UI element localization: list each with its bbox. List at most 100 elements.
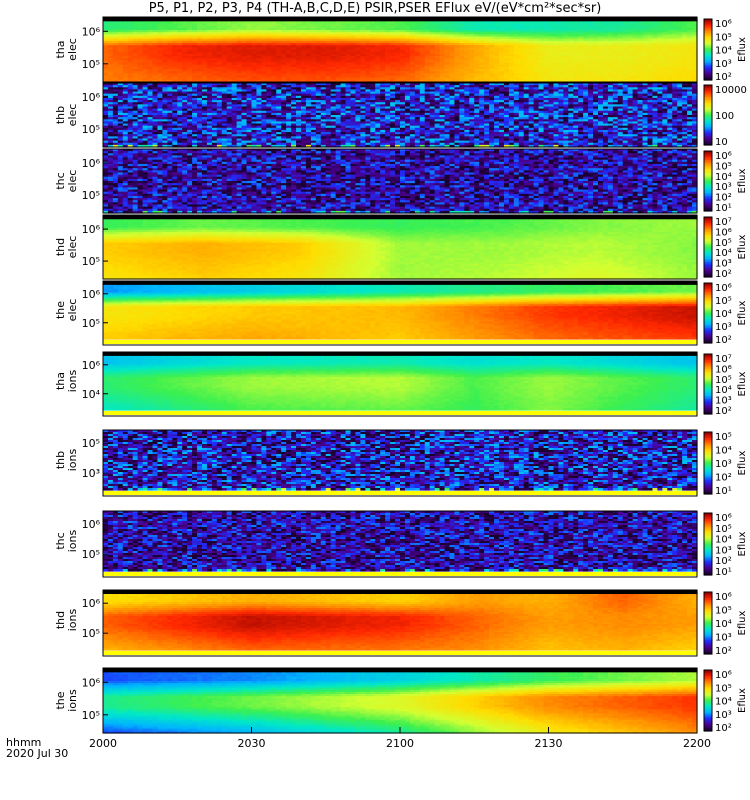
colorbar-segment [704,181,712,184]
colorbar-segment [704,199,712,202]
colorbar-tick-label: 10² [715,193,732,204]
colorbar-segment [704,481,712,484]
colorbar-segment [704,627,712,630]
colorbar-segment [704,320,712,323]
colorbar-segment [704,545,712,548]
colorbar-tick-label: 100 [715,111,734,122]
colorbar-segment [704,98,712,101]
panel-label-line2: elec [66,236,79,259]
colorbar-segment [704,69,712,72]
colorbar-segment [704,316,712,319]
colorbar-segment [704,387,712,390]
colorbar-segment [704,373,712,376]
colorbar-segment [704,337,712,340]
colorbar-segment [704,238,712,241]
colorbar-segment [704,636,712,640]
colorbar-tick-label: 10000 [715,85,747,96]
x-tick-label: 2030 [238,737,266,750]
colorbar-segment [704,680,712,683]
colorbar-segment [704,480,712,483]
colorbar-segment [704,247,712,250]
colorbar-segment [704,449,712,452]
colorbar-segment [704,702,712,705]
colorbar-segment [704,169,712,172]
colorbar-segment [704,134,712,137]
colorbar-tick-label: 10² [715,556,732,567]
colorbar-segment [704,483,712,486]
colorbar-segment [704,718,712,721]
panel-frame-thc_elec [102,148,698,214]
colorbar-segment [704,370,712,373]
colorbar-segment [704,705,712,708]
y-tick-label: 10⁶ [82,518,101,531]
colorbar-segment [704,720,712,723]
colorbar-segment [704,76,712,80]
panel-label-line1: thc [54,532,67,549]
y-tick-label: 10⁴ [82,388,101,401]
panel-label-line1: thc [54,172,67,189]
colorbar-frame [703,216,713,278]
colorbar-segment [704,409,712,412]
colorbar-segment [704,140,712,143]
colorbar-segment [704,314,712,317]
colorbar-segment [704,537,712,540]
time-axis-label: hhmm [6,736,41,749]
colorbar-segment [704,295,712,298]
colorbar-segment [704,100,712,103]
colorbar-segment [704,338,712,341]
colorbar-segment [704,375,712,378]
colorbar-segment [704,638,712,641]
colorbar-segment [704,190,712,193]
colorbar-segment [704,381,712,384]
colorbar-segment [704,357,712,360]
colorbar-segment [704,248,712,251]
colorbar-segment [704,292,712,295]
colorbar-segment [704,26,712,29]
colorbar-segment [704,43,712,46]
colorbar-segment [704,112,712,115]
colorbar-tick-label: 10⁵ [715,238,732,249]
colorbar-segment [704,46,712,49]
colorbar-segment [704,633,712,636]
colorbar-segment [704,596,712,599]
colorbar-segment [704,354,712,357]
colorbar-tha_elec: 10² 10³ 10⁴ 10⁵ 10⁶ Eflux [703,18,748,83]
colorbar-segment [704,125,712,128]
colorbar-segment [704,340,712,343]
colorbar-segment [704,570,712,573]
colorbar-segment [704,229,712,232]
colorbar-tick-label: 10² [715,473,732,484]
colorbar-frame [703,282,713,344]
colorbar-segment [704,58,712,61]
colorbar-segment [704,151,712,154]
colorbar-segment [704,721,712,724]
colorbar-title: Eflux [737,450,748,475]
colorbar-segment [704,127,712,130]
colorbar-segment [704,571,712,575]
colorbar-title: Eflux [737,300,748,325]
x-tick-label: 2100 [386,737,414,750]
colorbar-segment [704,259,712,262]
colorbar-segment [704,486,712,489]
colorbar-tick-label: 10⁴ [715,248,732,259]
colorbar-tick-label: 10⁷ [715,217,732,228]
colorbar-segment [704,92,712,95]
colorbar-segment [704,335,712,338]
colorbar-segment [704,128,712,131]
colorbar-segment [704,224,712,227]
colorbar-segment [704,686,712,689]
colorbar-segment [704,599,712,602]
colorbar-segment [704,641,712,644]
colorbar-segment [704,122,712,125]
colorbar-segment [704,37,712,40]
panel-frame-thc_ions [102,510,698,578]
y-tick-label: 10⁵ [82,627,100,640]
colorbar-segment [704,393,712,396]
colorbar-segment [704,408,712,411]
colorbar-segment [704,139,712,142]
colorbar-segment [704,525,712,528]
colorbar-segment [704,640,712,643]
colorbar-segment [704,40,712,43]
panel-the_ions: 10⁵ 10⁶ the ions 10² 10³ 10⁴ 10⁵ 10⁶ Eflux [54,667,748,734]
